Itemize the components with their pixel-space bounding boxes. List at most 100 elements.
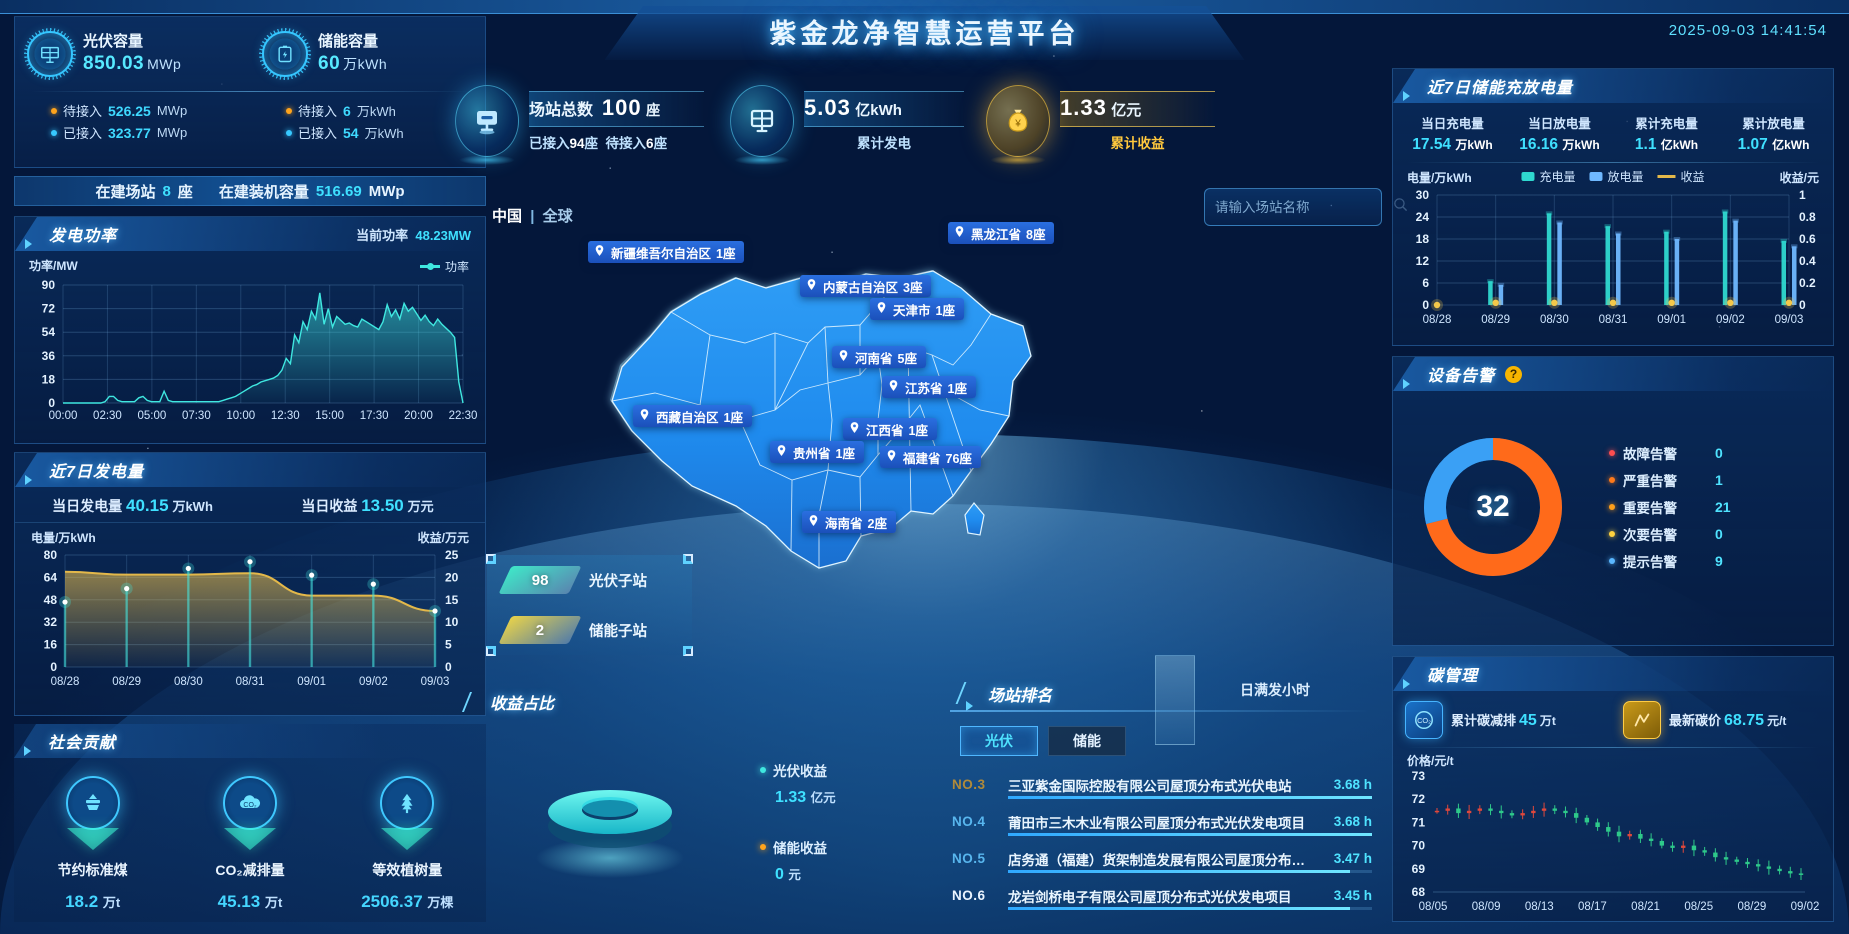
header: 紫金龙净智慧运营平台 2025-09-03 14:41:54: [0, 0, 1849, 62]
corner-decor: [683, 554, 693, 564]
map-pin[interactable]: 西藏自治区 1座: [633, 405, 752, 427]
search-box[interactable]: [1204, 188, 1407, 226]
svg-text:0.6: 0.6: [1799, 232, 1816, 246]
alarm-panel: 设备告警 ? 32 故障告警 0 严重告警 1 重要告警 21 次要告警 0 提示告警 9: [1392, 356, 1834, 646]
svg-text:30: 30: [1416, 189, 1430, 202]
location-pin-icon: [593, 243, 606, 261]
map-pin-name: 新疆维吾尔自治区: [611, 246, 712, 261]
breadcrumb-global[interactable]: 全球: [542, 208, 573, 225]
svg-text:09/01: 09/01: [297, 676, 326, 688]
social-item-name: CO₂减排量: [215, 862, 285, 878]
capacity-panel: 光伏容量 850.03 MWp 储能容量 60 万kWh 待接入 526.25 MWp …: [14, 16, 486, 168]
map-pin[interactable]: 天津市 1座: [870, 298, 964, 320]
svg-text:08/28: 08/28: [1423, 314, 1452, 326]
search-input[interactable]: [1215, 199, 1392, 215]
svg-text:CO₂: CO₂: [1417, 716, 1431, 725]
ranking-header: 场站排名: [950, 678, 1370, 711]
map-pin[interactable]: 福建省 76座: [880, 446, 981, 468]
substation-label: 光伏子站: [589, 573, 647, 590]
breadcrumb[interactable]: 中国 | 全球: [492, 205, 573, 226]
map-pin[interactable]: 内蒙古自治区 3座: [800, 275, 932, 297]
storage-stats: 当日充电量 17.54 万kWh 当日放电量 16.16 万kWh 累计充电量 1.1 亿…: [1393, 103, 1833, 160]
location-pin-icon: [807, 513, 820, 531]
alarm-count: 21: [1715, 499, 1731, 515]
ranking-tab-pv[interactable]: 光伏: [960, 726, 1038, 756]
ess-pending-label: 待接入: [298, 104, 338, 119]
svg-text:09/03: 09/03: [421, 676, 450, 688]
total-generation-label: 累计发电: [857, 135, 911, 151]
carbon-reduction-label: 累计碳减排: [1451, 713, 1517, 728]
map-pin-name: 内蒙古自治区: [823, 280, 899, 295]
connected-dot-icon: [286, 129, 292, 136]
location-pin-icon: [953, 224, 966, 242]
alarm-row[interactable]: 严重告警 1: [1609, 467, 1833, 494]
corner-decor: [486, 554, 496, 564]
map-pin-name: 黑龙江省: [971, 227, 1022, 242]
page-title: 紫金龙净智慧运营平台: [769, 19, 1080, 49]
alarm-row[interactable]: 提示告警 9: [1609, 548, 1833, 575]
social-panel-header: 社会贡献: [14, 724, 486, 758]
china-map[interactable]: 新疆维吾尔自治区 1座 黑龙江省 8座内蒙古自治区 3座 天津市 1座河南省 5座江苏省 1座西…: [560, 215, 1120, 635]
svg-text:6: 6: [1422, 276, 1429, 290]
map-pin[interactable]: 江苏省 1座: [882, 376, 976, 398]
coal-icon: [65, 776, 120, 830]
ess-capacity-card: 储能容量 60 万kWh: [250, 17, 485, 91]
ranking-list[interactable]: NO.3 三亚紫金国际控股有限公司屋顶分布式光伏电站 3.68 h NO.4 莆田市三木…: [952, 766, 1372, 914]
carbon-panel-title: 碳管理: [1427, 668, 1479, 685]
help-icon[interactable]: ?: [1505, 365, 1523, 383]
ranking-row[interactable]: NO.4 莆田市三木木业有限公司屋顶分布式光伏发电项目 3.68 h: [952, 803, 1372, 840]
storage-stat-label: 累计充电量: [1635, 117, 1698, 131]
ranking-row[interactable]: NO.6 龙岩剑桥电子有限公司屋顶分布式光伏发电项目 3.45 h: [952, 877, 1372, 914]
tree-icon: [380, 776, 435, 830]
social-panel-title: 社会贡献: [48, 735, 117, 752]
map-pin[interactable]: 黑龙江省 8座: [948, 222, 1055, 244]
carbon-price-label: 最新碳价: [1669, 713, 1722, 728]
storage-panel-header: 近7日储能充放电量: [1393, 69, 1833, 103]
map-pin[interactable]: 河南省 5座: [832, 346, 926, 368]
building-capacity-label: 在建装机容量: [218, 183, 309, 201]
today-generation-label: 当日发电量: [52, 498, 123, 514]
svg-text:22:30: 22:30: [449, 410, 478, 422]
alarm-row[interactable]: 故障告警 0: [1609, 440, 1833, 467]
svg-text:17:30: 17:30: [360, 410, 389, 422]
ranking-tabs[interactable]: 光伏 储能: [960, 726, 1126, 756]
map-pin[interactable]: 新疆维吾尔自治区 1座: [588, 241, 745, 263]
ranking-row[interactable]: NO.5 店务通（福建）货架制造发展有限公司屋顶分布… 3.47 h: [952, 840, 1372, 877]
substation-count: 2: [535, 621, 545, 639]
alarm-name: 严重告警: [1623, 474, 1677, 489]
map-pin-name: 天津市: [893, 303, 931, 318]
storage-stat: 当日放电量 16.16 万kWh: [1506, 113, 1613, 154]
alarm-total: 32: [1476, 490, 1510, 523]
map-pin[interactable]: 海南省 2座: [802, 511, 896, 533]
station-icon: [455, 85, 519, 157]
money-bag-icon: ¥: [986, 85, 1050, 157]
ranking-tab-ess[interactable]: 储能: [1048, 726, 1126, 756]
map-pin-name: 河南省: [855, 351, 893, 366]
map-pin-name: 福建省: [903, 451, 941, 466]
gen7-panel-title: 近7日发电量: [49, 464, 144, 481]
svg-text:12: 12: [1416, 254, 1430, 268]
map-pin-count: 8座: [1026, 227, 1046, 242]
pv-capacity-unit: MWp: [147, 55, 182, 72]
map-pin[interactable]: 江西省 1座: [843, 418, 937, 440]
map-pin-count: 2座: [867, 516, 887, 531]
svg-text:07:30: 07:30: [182, 410, 211, 422]
breadcrumb-china[interactable]: 中国: [492, 208, 523, 225]
svg-text:0: 0: [1799, 298, 1806, 312]
substation-count: 98: [531, 571, 549, 589]
today-generation-value: 40.15: [126, 496, 169, 515]
ranking-row[interactable]: NO.3 三亚紫金国际控股有限公司屋顶分布式光伏电站 3.68 h: [952, 766, 1372, 803]
storage-stat-value: 1.07 亿kWh: [1737, 136, 1810, 153]
alarm-row[interactable]: 重要告警 21: [1609, 494, 1833, 521]
alarm-row[interactable]: 次要告警 0: [1609, 521, 1833, 548]
svg-text:08/25: 08/25: [1684, 901, 1713, 913]
legend-line-icon: [419, 263, 440, 270]
svg-text:00:00: 00:00: [49, 410, 78, 422]
location-pin-icon: [875, 300, 888, 318]
storage-stat-label: 当日充电量: [1421, 117, 1484, 131]
today-generation: 当日发电量 40.15 万kWh: [15, 496, 250, 516]
svg-text:15:00: 15:00: [315, 410, 344, 422]
profit-legend: 光伏收益 1.33 亿元 储能收益 0 元: [760, 760, 836, 914]
map-pin[interactable]: 贵州省 1座: [770, 441, 864, 463]
china-map-shape[interactable]: [560, 215, 1120, 635]
